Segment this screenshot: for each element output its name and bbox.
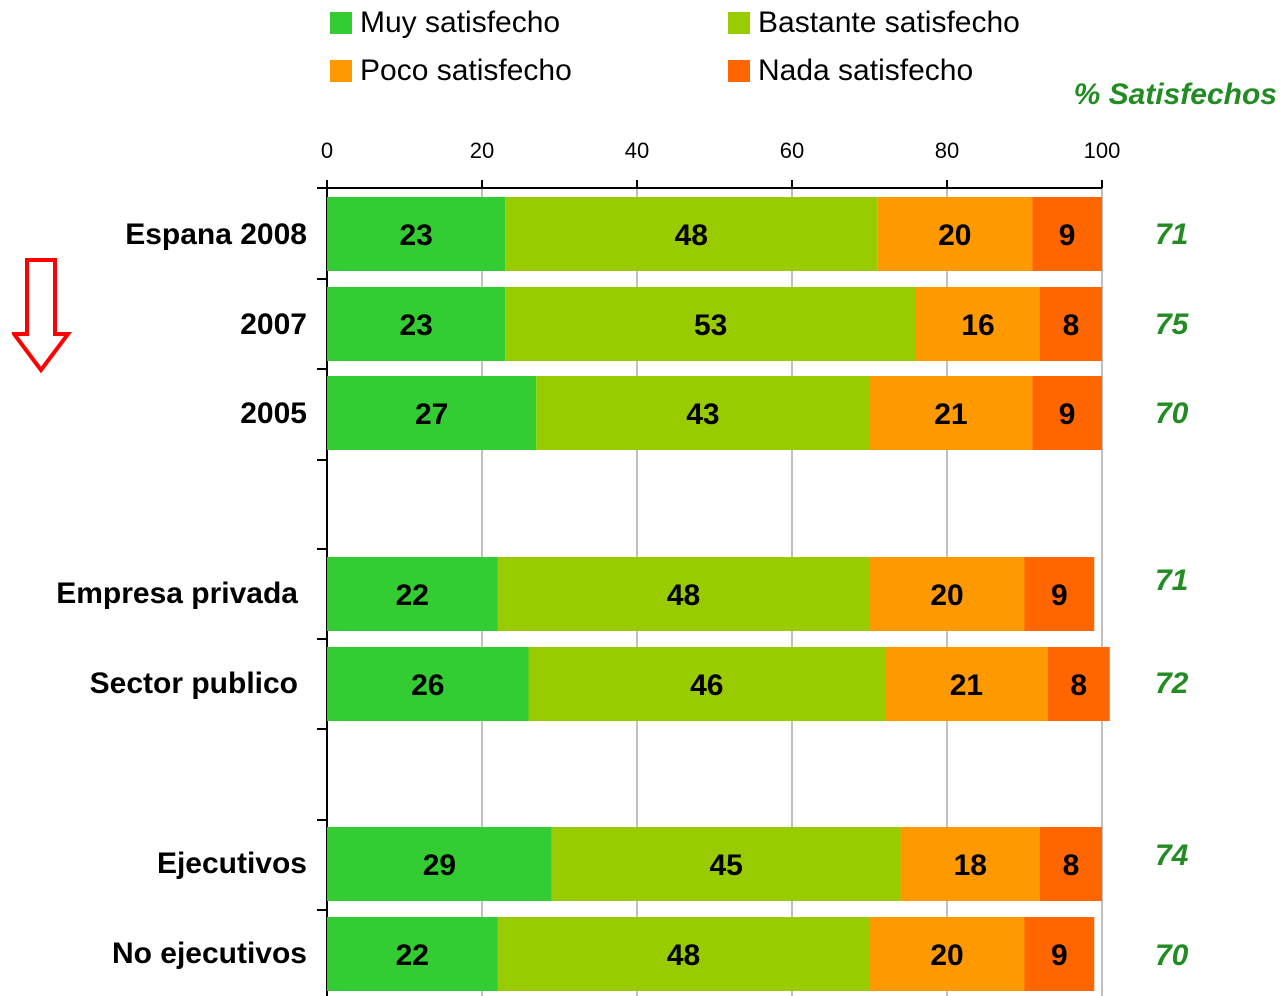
data-label: 53 xyxy=(694,309,727,342)
bar-segment xyxy=(497,557,870,631)
satisfied-percentage: 75 xyxy=(1155,308,1189,341)
bar-segment xyxy=(1032,197,1102,271)
x-tick-label: 60 xyxy=(780,138,804,163)
bar-segment xyxy=(1032,376,1102,450)
bar-segment xyxy=(505,197,878,271)
category-label: Ejecutivos xyxy=(156,847,307,880)
bar-segment xyxy=(536,376,870,450)
data-label: 20 xyxy=(938,219,971,252)
data-label: 18 xyxy=(954,849,987,882)
data-label: 20 xyxy=(930,939,963,972)
data-label: 9 xyxy=(1059,219,1076,252)
bar-segment xyxy=(1024,917,1095,991)
data-label: 8 xyxy=(1070,669,1087,702)
data-label: 22 xyxy=(396,579,429,612)
data-label: 45 xyxy=(709,849,742,882)
bar-segment xyxy=(327,197,506,271)
legend-item-bastante-satisfecho: Bastante satisfecho xyxy=(728,6,1020,40)
category-label: 2005 xyxy=(240,397,307,430)
bar-segment xyxy=(869,917,1025,991)
x-tick-label: 0 xyxy=(321,138,333,163)
bar-segment xyxy=(327,827,552,901)
category-label: Sector publico xyxy=(89,667,298,700)
satisfied-percentage: 71 xyxy=(1155,218,1189,251)
bar-segment xyxy=(1024,557,1095,631)
x-tick-label: 100 xyxy=(1084,138,1121,163)
legend-label: Muy satisfecho xyxy=(360,6,561,39)
data-label: 8 xyxy=(1063,849,1080,882)
data-label: 16 xyxy=(961,309,994,342)
bar-segment xyxy=(551,827,901,901)
legend-label: Bastante satisfecho xyxy=(758,6,1020,39)
satisfied-header: % Satisfechos xyxy=(1073,78,1277,111)
bar-segment xyxy=(327,287,506,361)
bar-segment xyxy=(869,557,1025,631)
bar-segment xyxy=(528,647,885,721)
legend-swatch xyxy=(330,60,352,82)
bar-segment xyxy=(1040,827,1102,901)
legend-swatch xyxy=(330,12,352,34)
data-label: 21 xyxy=(950,669,983,702)
data-label: 23 xyxy=(399,219,432,252)
legend-swatch xyxy=(728,60,750,82)
data-label: 9 xyxy=(1051,579,1068,612)
data-label: 26 xyxy=(411,669,444,702)
satisfied-percentage: 71 xyxy=(1155,564,1189,597)
legend-swatch xyxy=(728,12,750,34)
legend-label: Poco satisfecho xyxy=(360,54,572,87)
satisfied-percentage: 70 xyxy=(1155,397,1189,430)
bar-segment xyxy=(869,376,1033,450)
legend-item-muy-satisfecho: Muy satisfecho xyxy=(330,6,560,40)
data-label: 9 xyxy=(1051,939,1068,972)
legend-label: Nada satisfecho xyxy=(758,54,974,87)
bar-segment xyxy=(327,557,498,631)
legend-item-poco-satisfecho: Poco satisfecho xyxy=(330,54,572,88)
data-label: 8 xyxy=(1063,309,1080,342)
legend-item-nada-satisfecho: Nada satisfecho xyxy=(728,54,973,88)
data-label: 48 xyxy=(675,219,708,252)
bar-segment xyxy=(327,376,537,450)
data-label: 48 xyxy=(667,939,700,972)
category-label: 2007 xyxy=(240,308,307,341)
satisfied-percentage: 74 xyxy=(1155,839,1189,872)
bar-segment xyxy=(1047,647,1110,721)
data-label: 43 xyxy=(686,398,719,431)
bar-segment xyxy=(497,917,870,991)
bar-segment xyxy=(885,647,1048,721)
down-arrow-icon xyxy=(10,258,72,379)
bar-segment xyxy=(916,287,1040,361)
data-label: 48 xyxy=(667,579,700,612)
category-label: No ejecutivos xyxy=(111,937,307,970)
x-tick-label: 20 xyxy=(470,138,494,163)
data-label: 20 xyxy=(930,579,963,612)
x-tick-label: 80 xyxy=(935,138,959,163)
category-label: Espana 2008 xyxy=(125,218,307,251)
data-label: 46 xyxy=(690,669,723,702)
satisfied-percentage: 70 xyxy=(1155,939,1189,972)
x-tick-label: 40 xyxy=(625,138,649,163)
data-label: 23 xyxy=(399,309,432,342)
data-label: 29 xyxy=(423,849,456,882)
bar-segment xyxy=(327,647,529,721)
bar-segment xyxy=(327,917,498,991)
satisfied-percentage: 72 xyxy=(1155,667,1189,700)
data-label: 22 xyxy=(396,939,429,972)
data-label: 21 xyxy=(934,398,967,431)
bar-segment xyxy=(877,197,1033,271)
category-label: Empresa privada xyxy=(56,577,298,610)
data-label: 9 xyxy=(1059,398,1076,431)
data-label: 27 xyxy=(415,398,448,431)
bar-segment xyxy=(900,827,1040,901)
bar-segment xyxy=(1040,287,1102,361)
bar-segment xyxy=(505,287,916,361)
